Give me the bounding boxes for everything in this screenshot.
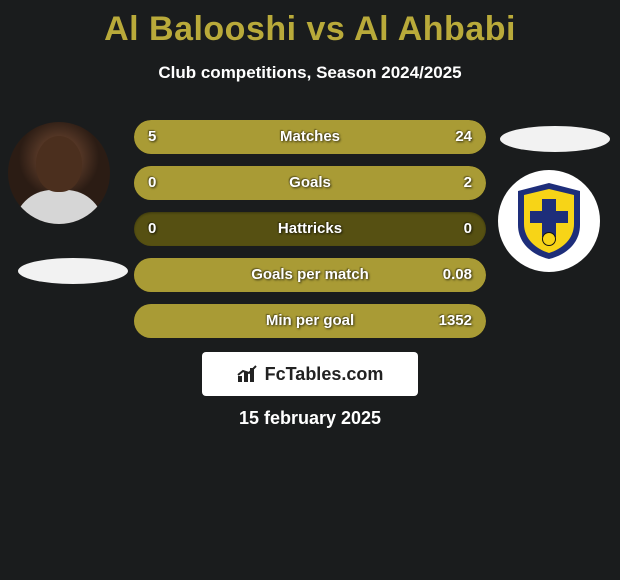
stat-row: Goals per match0.08 bbox=[134, 258, 486, 292]
player-right-club-badge bbox=[498, 170, 600, 272]
card-root: Al Balooshi vs Al Ahbabi Club competitio… bbox=[0, 0, 620, 580]
stat-right-value: 0.08 bbox=[443, 258, 472, 292]
stat-label: Goals per match bbox=[134, 258, 486, 292]
stat-row: 0Hattricks0 bbox=[134, 212, 486, 246]
club-shield-icon bbox=[514, 181, 584, 261]
stat-row: 5Matches24 bbox=[134, 120, 486, 154]
stat-right-value: 0 bbox=[464, 212, 472, 246]
stat-row: Min per goal1352 bbox=[134, 304, 486, 338]
avatar-shirt bbox=[14, 190, 104, 224]
subtitle: Club competitions, Season 2024/2025 bbox=[0, 63, 620, 83]
stat-right-value: 1352 bbox=[439, 304, 472, 338]
stat-right-value: 2 bbox=[464, 166, 472, 200]
stat-row: 0Goals2 bbox=[134, 166, 486, 200]
stats-panel: 5Matches240Goals20Hattricks0Goals per ma… bbox=[134, 120, 486, 350]
player-right-flag bbox=[500, 126, 610, 152]
stat-label: Goals bbox=[134, 166, 486, 200]
chart-icon bbox=[237, 365, 259, 383]
stat-label: Min per goal bbox=[134, 304, 486, 338]
branding-badge[interactable]: FcTables.com bbox=[202, 352, 418, 396]
snapshot-date: 15 february 2025 bbox=[0, 408, 620, 429]
player-left-flag bbox=[18, 258, 128, 284]
player-left-avatar bbox=[8, 122, 110, 224]
stat-label: Matches bbox=[134, 120, 486, 154]
stat-right-value: 24 bbox=[455, 120, 472, 154]
page-title: Al Balooshi vs Al Ahbabi bbox=[0, 0, 620, 49]
branding-text: FcTables.com bbox=[265, 364, 384, 385]
avatar-face bbox=[36, 136, 82, 192]
stat-label: Hattricks bbox=[134, 212, 486, 246]
